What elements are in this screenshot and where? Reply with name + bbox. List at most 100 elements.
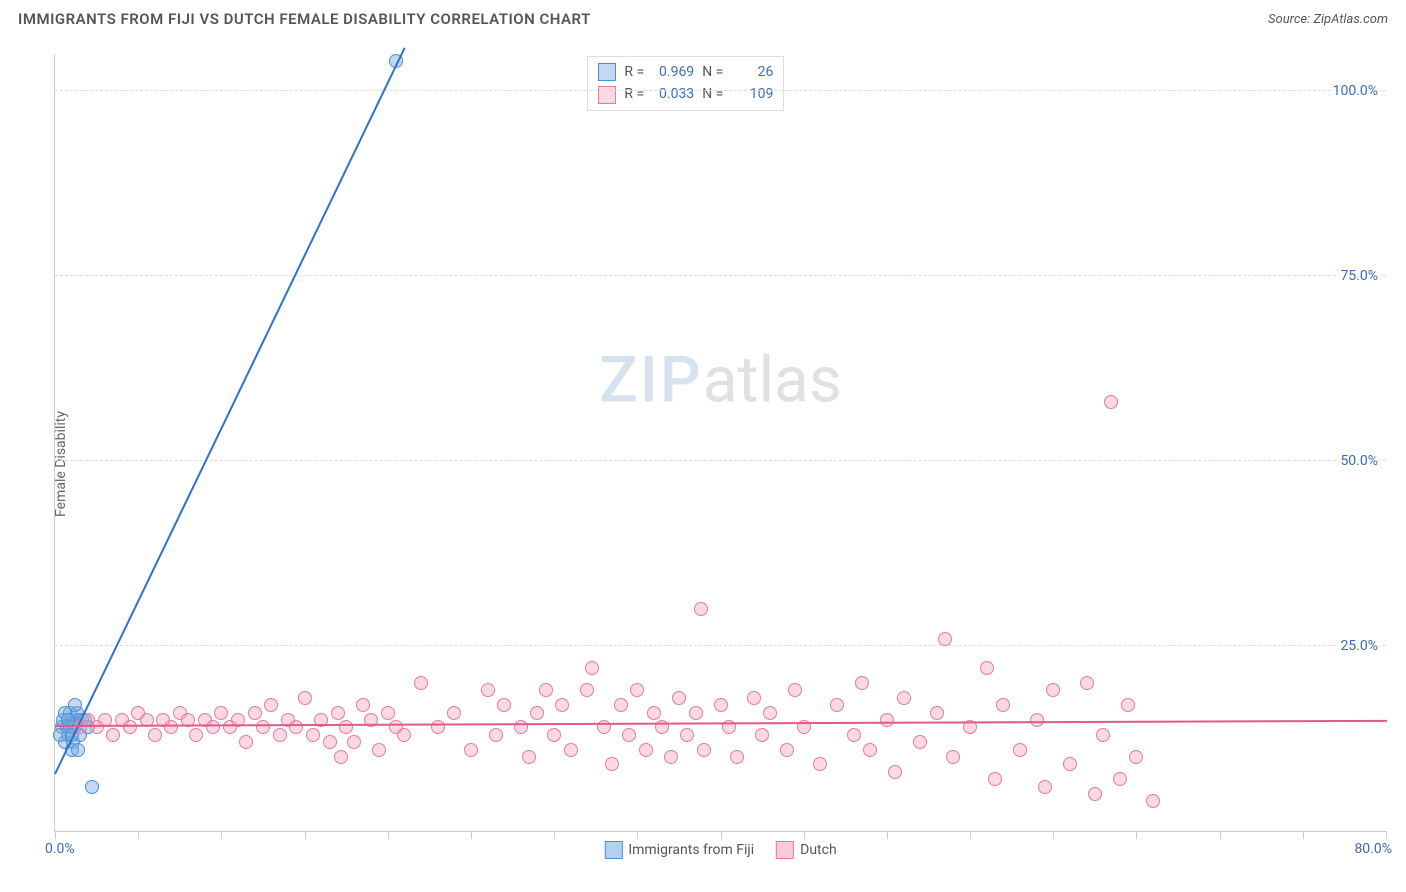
legend-label-fiji: Immigrants from Fiji [628, 842, 754, 858]
data-point [1080, 676, 1094, 690]
data-point [481, 683, 495, 697]
x-tick [55, 831, 56, 839]
source-name: ZipAtlas.com [1313, 12, 1388, 27]
gridline [55, 90, 1386, 91]
data-point [489, 728, 503, 742]
data-point [1013, 743, 1027, 757]
data-point [672, 691, 686, 705]
r-label: R = [624, 83, 644, 105]
x-tick [138, 831, 139, 839]
data-point [530, 706, 544, 720]
data-point [248, 706, 262, 720]
data-point [339, 720, 353, 734]
data-point [1046, 683, 1060, 697]
data-point [938, 632, 952, 646]
data-point [855, 676, 869, 690]
data-point [813, 757, 827, 771]
x-tick [804, 831, 805, 839]
gridline [55, 275, 1386, 276]
data-point [680, 728, 694, 742]
n-label: N = [702, 83, 723, 105]
data-point [647, 706, 661, 720]
data-point [830, 698, 844, 712]
watermark-atlas: atlas [703, 343, 842, 418]
data-point [1104, 395, 1118, 409]
x-axis-max-label: 80.0% [1354, 841, 1392, 857]
data-point [447, 706, 461, 720]
n-label: N = [702, 61, 723, 83]
data-point [755, 728, 769, 742]
data-point [605, 757, 619, 771]
x-tick [305, 831, 306, 839]
data-point [689, 706, 703, 720]
data-point [897, 691, 911, 705]
legend-item-dutch: Dutch [776, 841, 837, 859]
x-tick [970, 831, 971, 839]
data-point [397, 728, 411, 742]
data-point [694, 602, 708, 616]
watermark-zip: ZIP [599, 343, 703, 418]
data-point [946, 750, 960, 764]
data-point [564, 743, 578, 757]
series-legend: Immigrants from Fiji Dutch [604, 841, 836, 859]
trend-line [54, 47, 405, 774]
data-point [780, 743, 794, 757]
data-point [697, 743, 711, 757]
data-point [1038, 780, 1052, 794]
swatch-fiji [604, 841, 622, 859]
data-point [347, 735, 361, 749]
data-point [71, 743, 85, 757]
x-tick [221, 831, 222, 839]
y-tick-label: 100.0% [1331, 83, 1380, 99]
data-point [1113, 772, 1127, 786]
data-point [747, 691, 761, 705]
data-point [1096, 728, 1110, 742]
x-tick [637, 831, 638, 839]
data-point [273, 728, 287, 742]
data-point [539, 683, 553, 697]
r-value-dutch: 0.033 [650, 83, 694, 105]
x-tick [388, 831, 389, 839]
data-point [256, 720, 270, 734]
data-point [306, 728, 320, 742]
data-point [1063, 757, 1077, 771]
gridline [55, 645, 1386, 646]
data-point [639, 743, 653, 757]
r-label: R = [624, 61, 644, 83]
data-point [381, 706, 395, 720]
data-point [522, 750, 536, 764]
data-point [298, 691, 312, 705]
data-point [585, 661, 599, 675]
legend-row-fiji: R = 0.969 N = 26 [598, 61, 773, 83]
watermark: ZIPatlas [599, 343, 842, 418]
legend-item-fiji: Immigrants from Fiji [604, 841, 754, 859]
data-point [206, 720, 220, 734]
data-point [714, 698, 728, 712]
data-point [863, 743, 877, 757]
data-point [189, 728, 203, 742]
plot-area: ZIPatlas R = 0.969 N = 26 R = 0.033 N = … [54, 54, 1386, 832]
data-point [763, 706, 777, 720]
data-point [847, 728, 861, 742]
data-point [622, 728, 636, 742]
data-point [372, 743, 386, 757]
data-point [888, 765, 902, 779]
data-point [930, 706, 944, 720]
swatch-fiji [598, 63, 616, 81]
y-tick-label: 50.0% [1338, 453, 1380, 469]
data-point [414, 676, 428, 690]
data-point [880, 713, 894, 727]
x-tick [1386, 831, 1387, 839]
x-tick [471, 831, 472, 839]
x-tick [1303, 831, 1304, 839]
data-point [323, 735, 337, 749]
data-point [106, 728, 120, 742]
data-point [264, 698, 278, 712]
data-point [148, 728, 162, 742]
data-point [988, 772, 1002, 786]
y-tick-label: 75.0% [1338, 268, 1380, 284]
swatch-dutch [776, 841, 794, 859]
data-point [996, 698, 1010, 712]
data-point [331, 706, 345, 720]
source-prefix: Source: [1268, 12, 1313, 27]
